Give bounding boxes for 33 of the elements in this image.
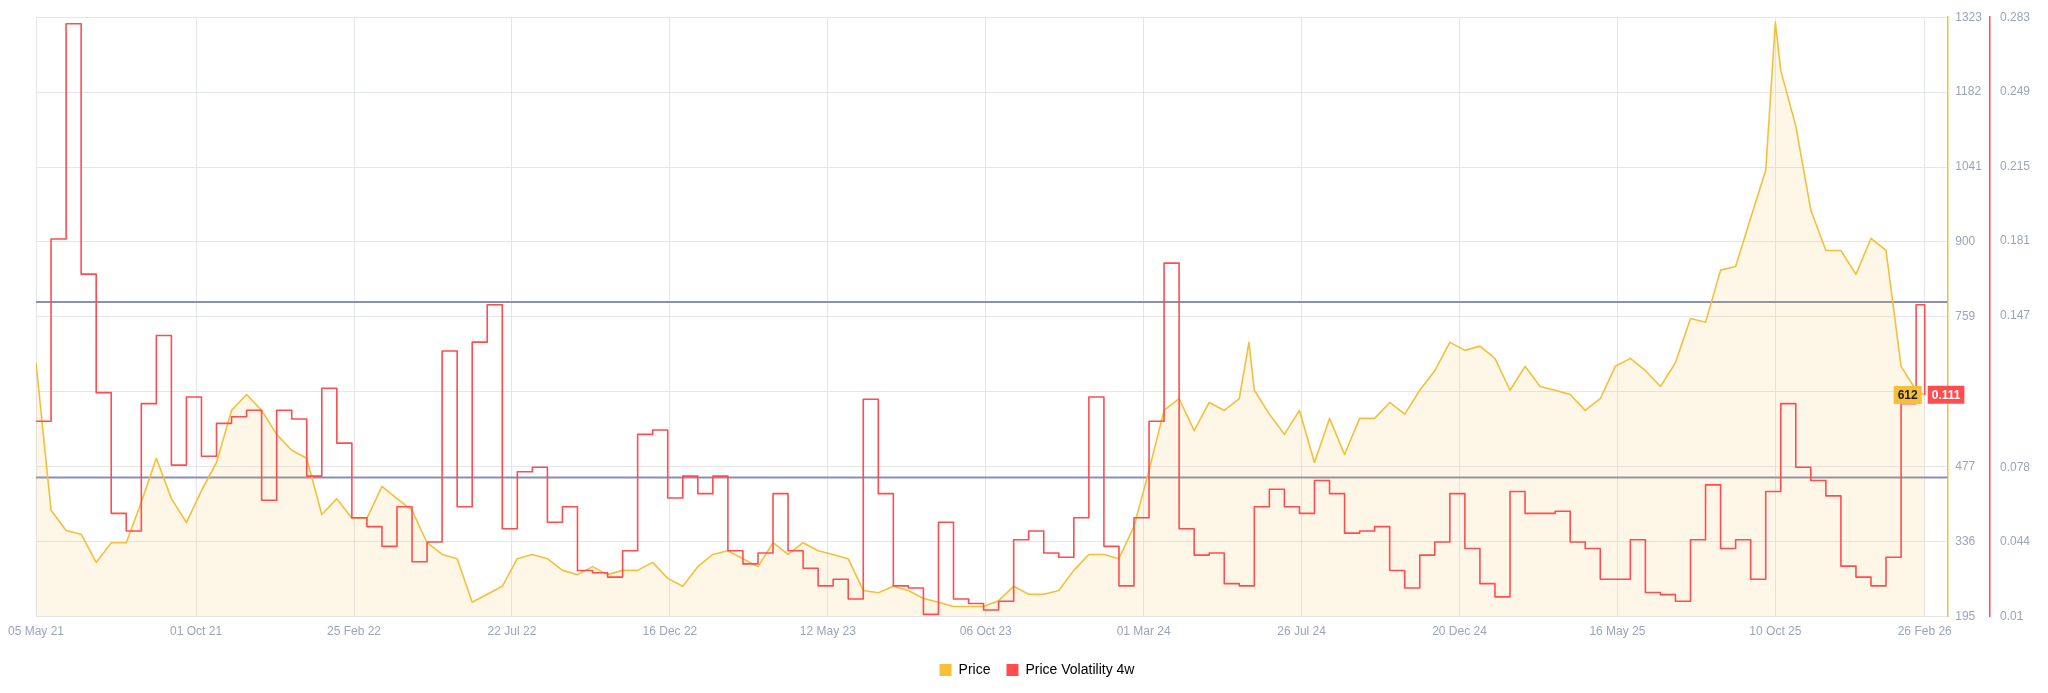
data-label: 0.111 <box>1931 388 1961 403</box>
x-tick-label: 01 Oct 21 <box>170 624 223 639</box>
y-tick-label: 1182 <box>1955 84 1982 99</box>
x-tick-label: 25 Feb 22 <box>327 624 382 639</box>
y-tick-label: 900 <box>1955 234 1976 249</box>
x-tick-label: 10 Oct 25 <box>1749 624 1802 639</box>
x-tick-label: 05 May 21 <box>7 624 65 639</box>
x-tick-label: 06 Oct 23 <box>959 624 1013 639</box>
y2-tick-label: 0.044 <box>1999 534 2031 549</box>
x-tick-label: 22 Jul 22 <box>487 624 537 639</box>
data-label: 612 <box>1897 388 1919 403</box>
y2-tick-label: 0.249 <box>1999 84 2031 99</box>
y-tick-label: 759 <box>1955 309 1976 324</box>
y-tick-label: 477 <box>1955 459 1976 474</box>
y-tick-label: 195 <box>1955 608 1976 623</box>
y-tick-label: 1323 <box>1955 9 1983 24</box>
x-tick-label: 16 May 25 <box>1589 624 1646 639</box>
legend-label: Price <box>958 660 991 677</box>
y-tick-label: 336 <box>1955 533 1976 548</box>
y2-tick-label: 0.01 <box>1999 608 2024 623</box>
y2-tick-label: 0.181 <box>1999 233 2031 248</box>
x-tick-label: 01 Mar 24 <box>1116 624 1172 639</box>
x-tick-label: 16 Dec 22 <box>642 624 698 639</box>
y2-tick-label: 0.215 <box>1999 158 2031 173</box>
x-tick-label: 26 Jul 24 <box>1277 624 1327 639</box>
x-tick-label: 20 Dec 24 <box>1432 624 1488 639</box>
x-tick-label: 26 Feb 26 <box>1897 624 1953 639</box>
legend-label: Price Volatility 4w <box>1025 660 1136 677</box>
y2-tick-label: 0.283 <box>1999 9 2031 24</box>
y-tick-label: 1041 <box>1955 159 1983 174</box>
x-tick-label: 12 May 23 <box>799 624 857 639</box>
y2-tick-label: 0.078 <box>1999 459 2031 474</box>
y2-tick-label: 0.147 <box>1999 308 2031 323</box>
